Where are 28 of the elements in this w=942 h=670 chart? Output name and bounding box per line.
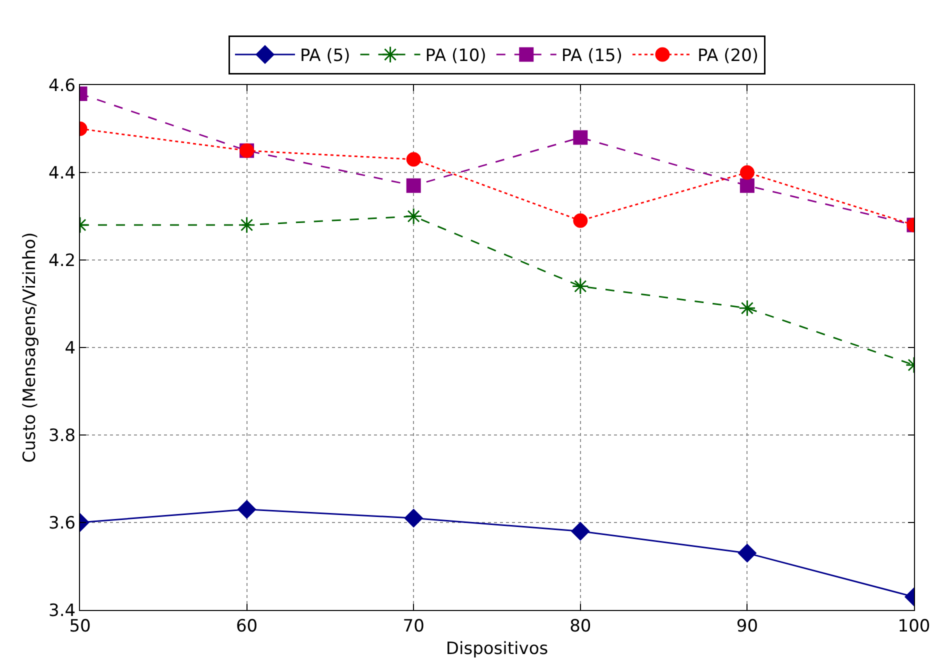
x-tick-label: 70 xyxy=(402,616,424,636)
x-tick-label: 90 xyxy=(736,616,758,636)
legend-label: PA (15) xyxy=(561,46,622,66)
point xyxy=(406,152,421,167)
legend-label: PA (5) xyxy=(300,46,350,66)
legend-label: PA (10) xyxy=(425,46,486,66)
y-tick-label: 3.6 xyxy=(48,513,76,534)
y-tick-label: 4.6 xyxy=(48,76,76,96)
point xyxy=(740,165,754,180)
y-tick-label: 4 xyxy=(64,338,76,358)
point xyxy=(404,508,423,528)
y-tick-label: 4.2 xyxy=(48,250,76,271)
point xyxy=(406,178,421,193)
x-tick-label: 50 xyxy=(69,616,91,636)
point xyxy=(571,522,590,540)
legend-label: PA (20) xyxy=(697,46,759,66)
x-tick-label: 100 xyxy=(898,616,930,636)
x-tick-label: 60 xyxy=(236,616,258,636)
x-tick-label: 80 xyxy=(570,616,592,636)
x-axis-title: Dispositivos xyxy=(446,638,548,659)
point xyxy=(573,213,588,228)
y-tick-label: 3.8 xyxy=(48,426,76,446)
y-tick-label: 4.4 xyxy=(48,163,76,184)
point xyxy=(740,178,754,193)
point xyxy=(572,278,589,295)
point xyxy=(405,208,422,225)
point xyxy=(573,130,588,145)
y-axis-title: Custo (Mensagens/Vizinho) xyxy=(20,232,40,463)
